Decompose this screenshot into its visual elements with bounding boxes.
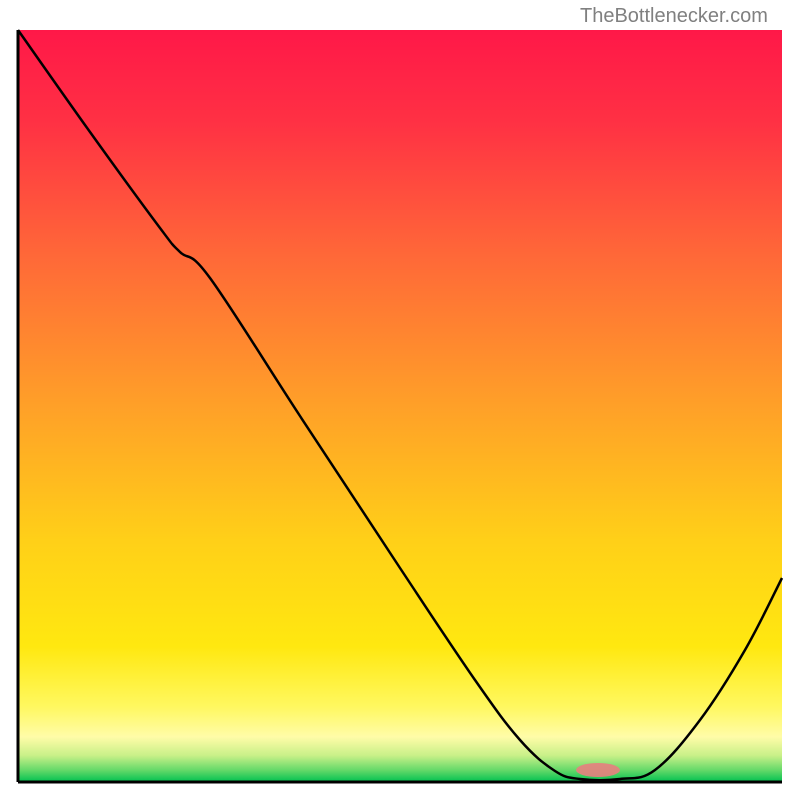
optimum-marker: [576, 763, 620, 777]
watermark-text: TheBottlenecker.com: [580, 5, 768, 28]
bottleneck-chart: [0, 0, 800, 800]
plot-background: [18, 30, 782, 782]
